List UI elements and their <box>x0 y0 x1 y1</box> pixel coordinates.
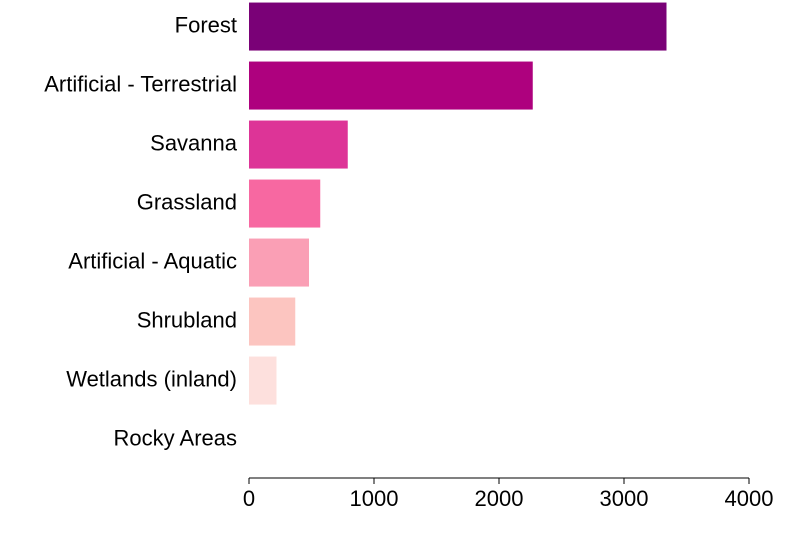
y-tick-label: Wetlands (inland) <box>66 366 237 391</box>
y-tick-label: Forest <box>175 12 237 37</box>
x-tick-label: 0 <box>243 486 255 511</box>
x-tick-label: 2000 <box>475 486 524 511</box>
y-tick-label: Shrubland <box>137 307 237 332</box>
y-tick-label: Grassland <box>137 189 237 214</box>
bar <box>249 61 533 110</box>
x-tick-label: 4000 <box>725 486 774 511</box>
bar <box>249 120 348 169</box>
bar <box>249 2 667 51</box>
bar <box>249 356 277 405</box>
x-tick-label: 1000 <box>350 486 399 511</box>
bar <box>249 297 296 346</box>
x-tick-label: 3000 <box>600 486 649 511</box>
bar <box>249 179 321 228</box>
y-tick-label: Artificial - Aquatic <box>68 248 237 273</box>
y-tick-label: Rocky Areas <box>114 425 238 450</box>
y-tick-label: Savanna <box>150 130 238 155</box>
y-tick-label: Artificial - Terrestrial <box>44 71 237 96</box>
bar <box>249 238 309 287</box>
